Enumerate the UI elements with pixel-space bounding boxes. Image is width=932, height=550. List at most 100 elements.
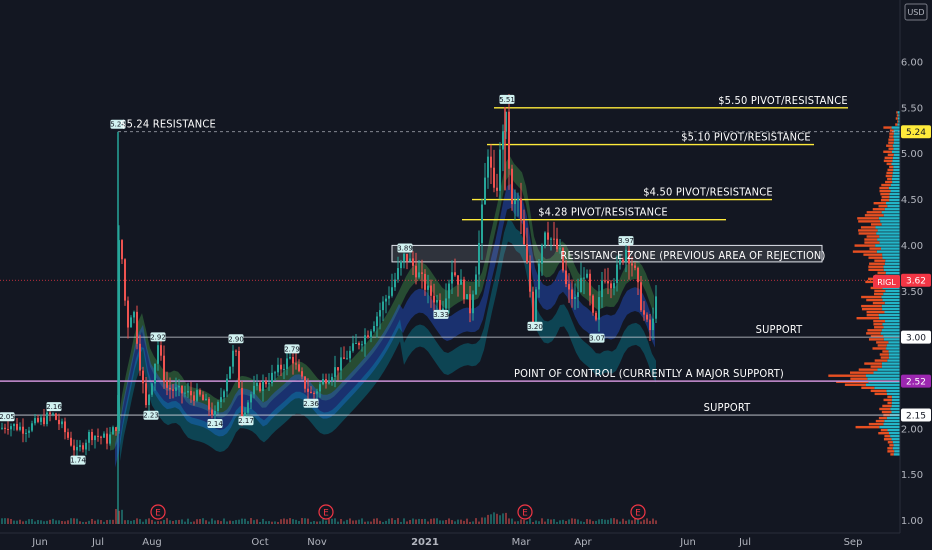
volume-bar	[373, 518, 375, 524]
profile-bar-up	[891, 404, 900, 408]
volume-bar	[19, 519, 21, 524]
volume-bar	[340, 519, 342, 524]
profile-bar-up	[876, 250, 900, 253]
profile-bar-down	[868, 268, 884, 271]
volume-bar	[4, 518, 6, 524]
candle-body	[352, 343, 354, 351]
profile-bar-down	[887, 168, 894, 172]
profile-bar-up	[889, 195, 900, 199]
profile-bar-down	[888, 147, 894, 150]
volume-bar	[649, 520, 651, 524]
volume-bar	[550, 519, 552, 524]
profile-bar-up	[888, 356, 900, 359]
candlesticks	[1, 93, 657, 458]
volume-bar	[115, 509, 117, 524]
volume-bar	[13, 520, 15, 524]
profile-bar-up	[885, 259, 900, 262]
profile-bar-down	[890, 453, 894, 456]
price-tag	[901, 408, 931, 422]
profile-bar-up	[887, 428, 900, 432]
profile-bar-up	[879, 241, 900, 244]
swing-label-box	[618, 236, 634, 246]
profile-bar-down	[885, 174, 893, 178]
profile-bar-up	[893, 453, 900, 456]
candle-body	[445, 298, 447, 309]
swing-label-text: 2.23	[143, 412, 159, 420]
candle-body	[388, 295, 390, 299]
profile-bar-down	[889, 129, 894, 132]
profile-bar-up	[884, 310, 900, 314]
candle-body	[196, 390, 198, 401]
candle-body	[202, 394, 204, 401]
earnings-marker-label: E	[522, 509, 528, 519]
ma-ribbon	[110, 156, 654, 451]
volume-bar	[214, 520, 216, 524]
volume-bar	[451, 520, 453, 524]
volume-bar	[16, 520, 18, 524]
candle-body	[412, 258, 414, 266]
profile-bar-down	[878, 205, 888, 208]
candle-body	[643, 310, 645, 315]
volume-bars	[1, 395, 657, 524]
candle-body	[367, 335, 369, 338]
candle-body	[304, 376, 306, 389]
volume-bar	[586, 519, 588, 524]
profile-bar-down	[863, 253, 883, 256]
profile-bar-down	[873, 320, 886, 323]
time-axis-ticks[interactable]: Jun Jul Aug Oct Nov 2021 Mar Apr Jun Jul Sep	[31, 537, 862, 548]
candle-body	[94, 435, 96, 441]
candle-body	[574, 296, 576, 299]
profile-bar-down	[864, 238, 878, 241]
candle-body	[319, 384, 321, 392]
candle-body	[172, 389, 174, 391]
profile-bar-down	[850, 371, 874, 374]
candle-body	[460, 279, 462, 285]
profile-bar-up	[892, 144, 900, 147]
volume-bar	[490, 514, 492, 524]
x-tick-label: Jul	[738, 537, 751, 548]
volume-bar	[100, 520, 102, 524]
profile-bar-down	[861, 295, 882, 299]
profile-bar-down	[880, 428, 888, 432]
volume-bar	[622, 518, 624, 524]
profile-bar-up	[884, 419, 900, 423]
ma-ribbon	[120, 219, 656, 461]
candle-body	[424, 273, 426, 290]
volume-bar	[604, 519, 606, 524]
profile-bar-down	[867, 329, 882, 332]
volume-bar	[619, 521, 621, 524]
profile-bar-up	[880, 332, 900, 335]
volume-bar	[295, 519, 297, 524]
profile-bar-down	[879, 189, 891, 193]
volume-bar	[328, 519, 330, 524]
candle-body	[580, 278, 582, 293]
candle-body	[349, 350, 351, 359]
profile-bar-down	[887, 401, 892, 405]
profile-bar-up	[893, 129, 900, 132]
volume-bar	[397, 518, 399, 524]
volume-bar	[547, 518, 549, 524]
candle-body	[1, 427, 3, 429]
volume-bar	[46, 520, 48, 524]
x-tick-label: Jul	[91, 537, 104, 548]
candle-body	[313, 392, 315, 394]
volume-bar	[1, 518, 3, 524]
currency-box[interactable]	[904, 3, 928, 21]
profile-bar-down	[858, 229, 878, 232]
candle-body	[268, 383, 270, 385]
candle-body	[187, 390, 189, 393]
profile-bar-up	[874, 386, 900, 390]
candle-body	[649, 319, 651, 331]
profile-bar-up	[893, 165, 900, 169]
profile-bar-down	[861, 304, 882, 308]
candle-body	[439, 300, 441, 311]
volume-bar	[244, 518, 246, 524]
profile-bar-down	[889, 135, 894, 138]
profile-bar-up	[893, 138, 900, 141]
profile-bar-up	[891, 410, 900, 414]
candle-body	[154, 363, 156, 384]
candle-body	[556, 238, 558, 250]
volume-bar	[568, 519, 570, 524]
profile-bar-down	[861, 307, 883, 311]
